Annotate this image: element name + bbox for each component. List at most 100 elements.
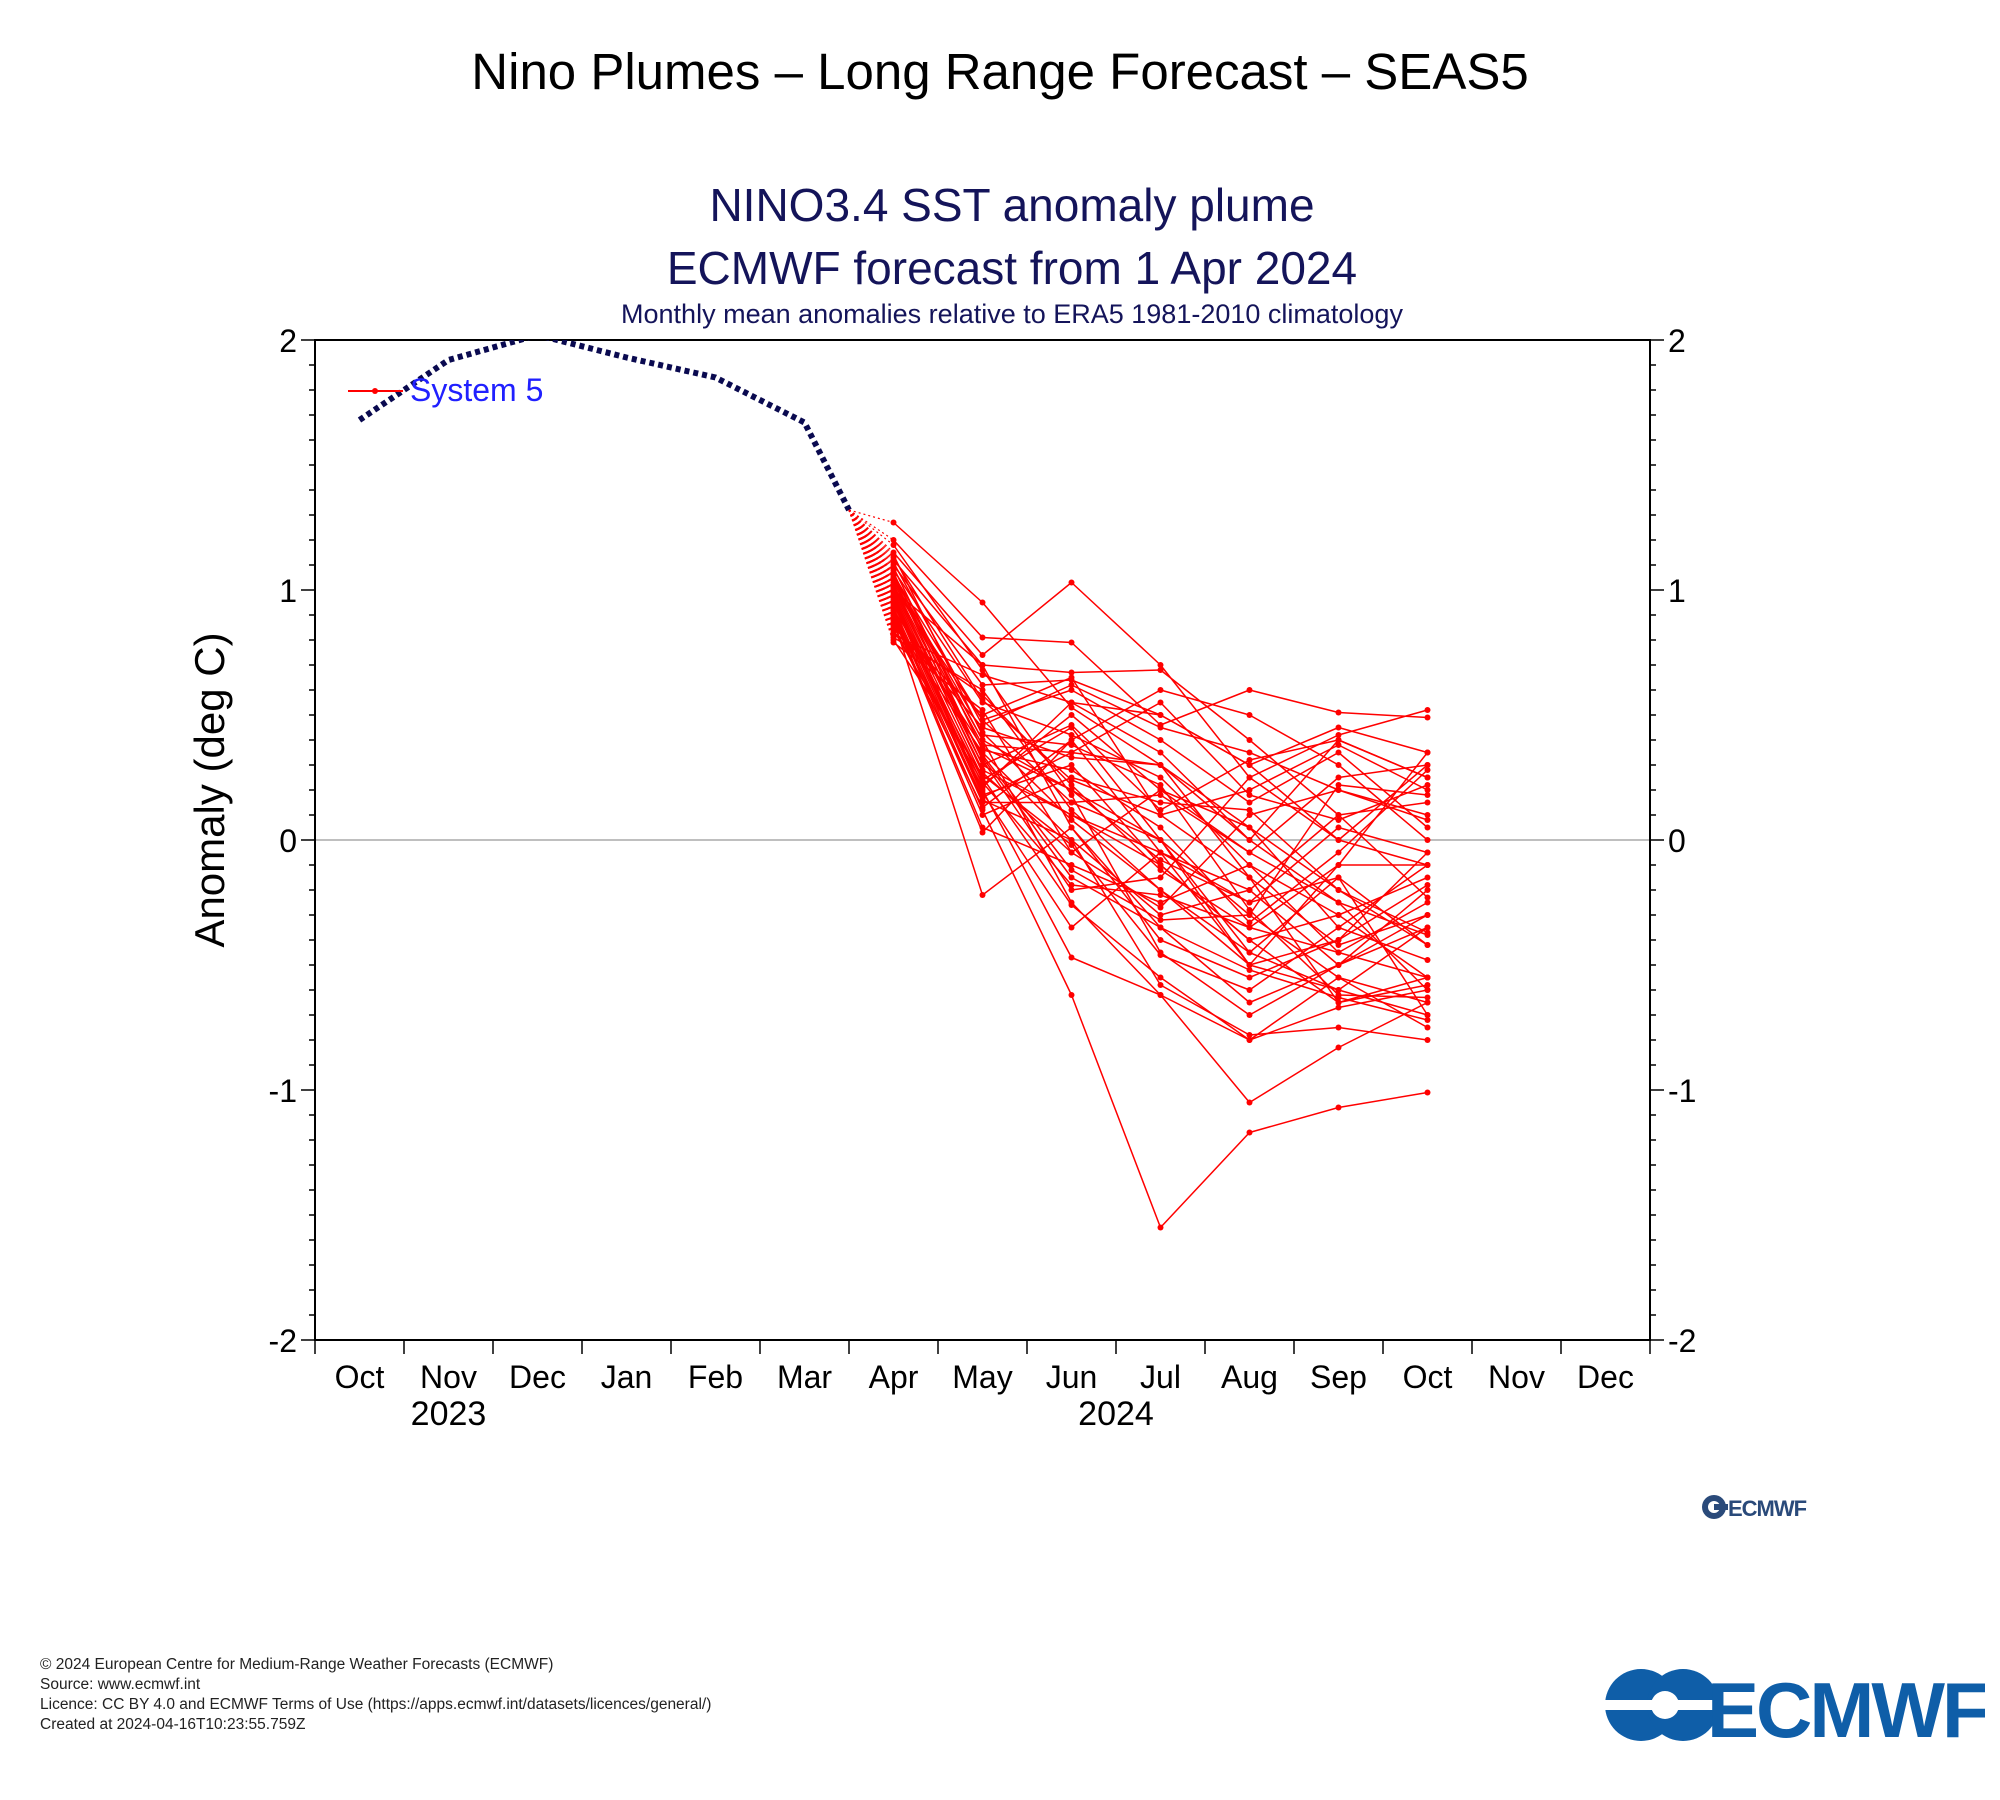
footer-source: Source: www.ecmwf.int	[40, 1676, 201, 1693]
forecast-point	[1068, 742, 1075, 748]
forecast-point	[1068, 887, 1075, 893]
x-tick-label: Jun	[1046, 1359, 1098, 1395]
forecast-point	[1157, 899, 1164, 906]
forecast-point	[1424, 799, 1431, 806]
forecast-point	[1335, 924, 1342, 931]
forecast-point	[890, 542, 897, 548]
forecast-connector	[848, 509, 895, 618]
forecast-point	[979, 722, 986, 728]
forecast-point	[1246, 1032, 1253, 1038]
forecast-point	[1424, 792, 1431, 798]
forecast-point	[1246, 737, 1253, 743]
forecast-point	[1424, 774, 1431, 781]
forecast-point	[1068, 799, 1075, 806]
forecast-point	[1157, 892, 1164, 898]
forecast-point	[1335, 812, 1342, 818]
forecast-point	[979, 662, 986, 668]
forecast-point	[979, 804, 986, 811]
page-title: Nino Plumes – Long Range Forecast – SEAS…	[471, 43, 1529, 100]
forecast-point	[1335, 912, 1342, 918]
forecast-point	[1157, 667, 1164, 673]
forecast-point	[890, 612, 897, 618]
forecast-point	[1246, 812, 1253, 818]
forecast-point	[1157, 857, 1164, 863]
forecast-point	[1068, 874, 1075, 881]
forecast-connector	[848, 509, 894, 524]
forecast-point	[979, 892, 986, 898]
forecast-connector	[848, 509, 894, 556]
forecast-point	[979, 784, 986, 791]
forecast-point	[1246, 937, 1253, 943]
forecast-connector	[848, 509, 895, 581]
forecast-point	[1068, 924, 1075, 931]
forecast-point	[979, 707, 986, 713]
forecast-point	[1068, 732, 1075, 738]
forecast-point	[1424, 924, 1431, 931]
forecast-point	[1424, 714, 1431, 721]
y-tick-label-left: -1	[269, 1073, 297, 1109]
y-axis-label: Anomaly (deg C)	[186, 632, 233, 947]
x-tick-label: Apr	[869, 1359, 919, 1395]
plot-area: -2 -2 -1 -1 0 0 1 1 2 2 Oct Nov Dec Jan Feb Mar Apr May Ju…	[269, 323, 1697, 1433]
forecast-point	[890, 627, 897, 633]
x-tick-label: Nov	[420, 1359, 477, 1395]
forecast-connector	[848, 509, 895, 598]
forecast-point	[1068, 899, 1075, 906]
y-tick-label-left: 0	[279, 823, 297, 859]
forecast-point	[1157, 824, 1164, 831]
forecast-point	[1157, 849, 1164, 856]
forecast-point	[1068, 639, 1075, 646]
forecast-point	[1157, 762, 1164, 768]
forecast-point	[1246, 774, 1253, 781]
y-tick-label-left: 1	[279, 573, 297, 609]
forecast-point	[1068, 712, 1075, 718]
forecast-point	[1246, 1129, 1253, 1136]
forecast-point	[1335, 774, 1342, 781]
forecast-point	[1068, 579, 1075, 586]
forecast-point	[1424, 812, 1431, 818]
forecast-point	[1157, 699, 1164, 706]
forecast-point	[1335, 817, 1342, 823]
forecast-connector	[848, 509, 894, 541]
forecast-point	[890, 599, 897, 606]
forecast-point	[1246, 757, 1253, 763]
forecast-point	[890, 537, 897, 543]
forecast-point	[1068, 767, 1075, 773]
forecast-connector	[848, 509, 895, 611]
forecast-point	[1068, 787, 1075, 793]
forecast-point	[1424, 749, 1431, 756]
forecast-point	[1335, 732, 1342, 738]
forecast-point	[1068, 867, 1075, 873]
forecast-point	[1335, 987, 1342, 993]
forecast-point	[1068, 792, 1075, 798]
x-tick-label: Feb	[688, 1359, 743, 1395]
forecast-point	[1424, 1089, 1431, 1096]
ecmwf-logo-small-text: ECMWF	[1728, 1496, 1807, 1521]
forecast-point	[1246, 1012, 1253, 1018]
forecast-point	[890, 519, 897, 526]
forecast-point	[1424, 987, 1431, 993]
forecast-point	[1157, 749, 1164, 756]
forecast-point	[1246, 974, 1253, 981]
forecast-point	[1246, 837, 1253, 843]
forecast-connector	[848, 509, 895, 643]
forecast-point	[1157, 874, 1164, 881]
forecast-point	[979, 829, 986, 836]
forecast-point	[979, 794, 986, 801]
forecast-member-line	[892, 539, 1428, 726]
forecast-point	[1335, 1004, 1342, 1011]
forecast-point	[1157, 712, 1164, 718]
forecast-point	[1246, 749, 1253, 756]
forecast-point	[1068, 674, 1075, 681]
forecast-connector	[848, 509, 895, 598]
forecast-point	[1246, 792, 1253, 798]
footer-copyright: © 2024 European Centre for Medium-Range …	[40, 1656, 554, 1673]
forecast-point	[1424, 862, 1431, 868]
forecast-point	[1424, 767, 1431, 773]
forecast-point	[1424, 999, 1431, 1006]
forecast-point	[1424, 882, 1431, 888]
forecast-point	[1157, 787, 1164, 793]
x-tick-label: Sep	[1310, 1359, 1367, 1395]
forecast-connector	[848, 509, 894, 546]
forecast-point	[890, 622, 897, 628]
